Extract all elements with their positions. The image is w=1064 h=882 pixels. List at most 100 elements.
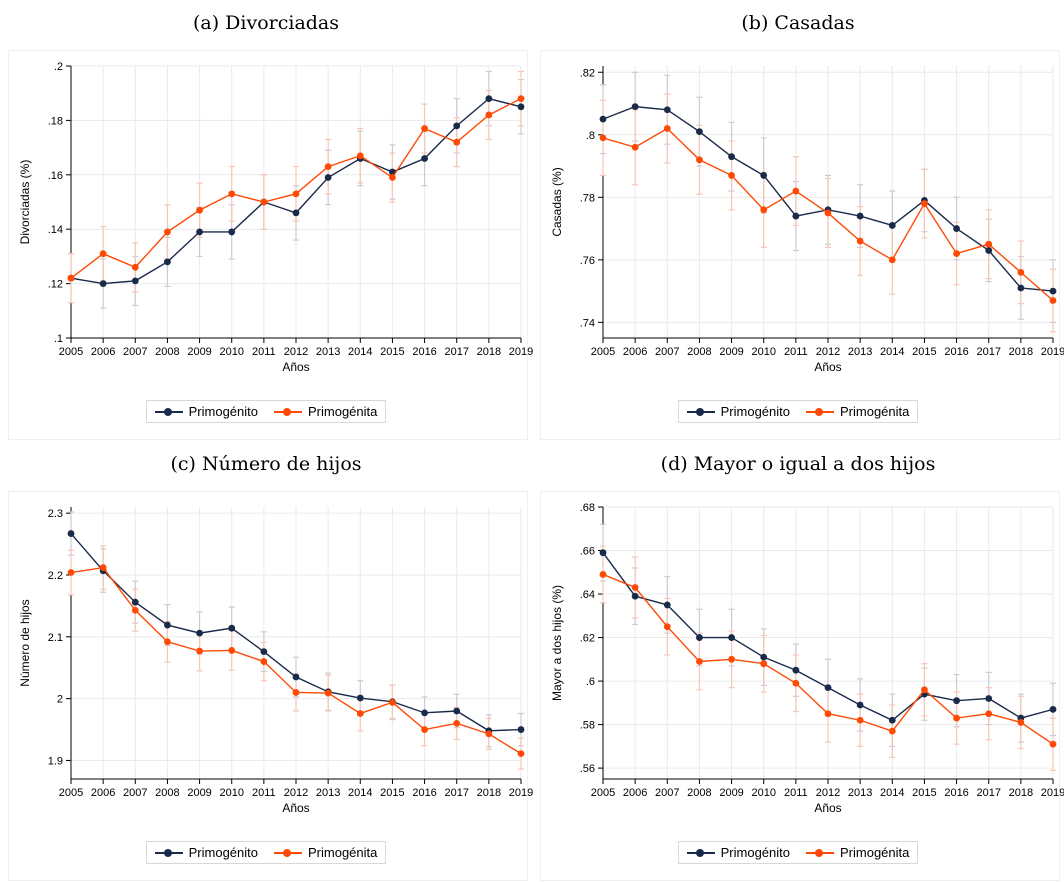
x-tick-label: 2008 (687, 346, 711, 358)
data-point-primogenita (696, 156, 703, 164)
data-point-primogenito (792, 666, 800, 674)
data-point-primogenita (517, 750, 525, 758)
legend-item-primogenita: Primogénita (806, 845, 909, 860)
y-tick-label: 2 (57, 694, 63, 706)
data-point-primogenito (663, 601, 671, 609)
data-point-primogenito (1017, 284, 1025, 292)
panel-title: (a) Divorciadas (192, 12, 340, 34)
y-tick-label: 1.9 (48, 755, 63, 767)
legend-item-primogenito: Primogénito (154, 845, 258, 860)
data-point-primogenito (421, 709, 428, 717)
chart-svg: .74 .76 .78 .8 .82 2005 2006 2007 2008 2009 2010 20… (550, 66, 1064, 374)
data-point-primogenita (824, 209, 832, 217)
data-point-primogenita (356, 152, 364, 160)
x-tick-label: 2018 (1009, 787, 1033, 799)
legend-label: Primogénita (840, 845, 910, 860)
data-point-primogenito (196, 629, 203, 637)
x-tick-label: 2011 (784, 787, 808, 799)
data-point-primogenito (99, 280, 107, 287)
x-tick-label: 2007 (655, 787, 679, 799)
y-tick-label: .74 (580, 317, 595, 329)
data-point-primogenito (663, 106, 671, 114)
x-tick-label: 2012 (284, 787, 308, 799)
data-point-primogenita (389, 174, 396, 181)
data-point-primogenito (228, 624, 236, 632)
y-tick-label: .76 (580, 255, 595, 267)
data-point-primogenita (228, 190, 236, 198)
data-point-primogenita (421, 726, 428, 733)
x-tick-label: 2006 (623, 346, 647, 358)
data-point-primogenita (921, 200, 928, 207)
data-point-primogenito (696, 128, 703, 136)
data-point-primogenita (324, 163, 332, 171)
x-tick-label: 2016 (412, 346, 436, 358)
data-point-primogenita (389, 698, 396, 706)
x-axis-label: Años (282, 801, 309, 815)
chart-divorciadas: .1 .12 .14 .16 .18 .2 2005 2006 2007 2008 2009 2010… (8, 50, 533, 440)
x-tick-label: 2014 (880, 346, 904, 358)
data-point-primogenita (485, 111, 493, 119)
data-point-primogenito (260, 648, 268, 656)
data-point-primogenita (164, 638, 171, 646)
y-axis-label: Número de hijos (18, 599, 32, 686)
y-tick-label: .62 (580, 633, 595, 645)
x-tick-label: 2009 (719, 787, 743, 799)
y-tick-label: .16 (48, 170, 63, 182)
data-point-primogenita (356, 710, 364, 717)
y-tick-label: .64 (580, 589, 595, 601)
data-point-primogenito (196, 228, 203, 236)
data-point-primogenito (164, 258, 171, 266)
data-point-primogenita (985, 240, 993, 248)
legend-item-primogenita: Primogénita (806, 404, 909, 419)
data-point-primogenito (517, 103, 525, 111)
panel-title: (d) Mayor o igual a dos hijos (660, 453, 936, 475)
legend-swatch (154, 407, 183, 416)
chart-svg: 1.9 2 2.1 2.2 2.3 2005 2006 2007 2008 2009 2010 201… (18, 507, 533, 815)
data-point-primogenita (196, 647, 203, 655)
data-point-primogenito (292, 673, 300, 681)
x-tick-label: 2012 (284, 346, 308, 358)
data-point-primogenita (228, 647, 236, 654)
data-point-primogenito (421, 155, 428, 162)
x-tick-label: 2006 (91, 787, 115, 799)
x-tick-label: 2017 (444, 787, 468, 799)
x-axis-label: Años (814, 360, 841, 374)
data-point-primogenita (517, 95, 525, 103)
x-tick-label: 2015 (912, 346, 936, 358)
data-point-primogenito (292, 209, 300, 217)
data-point-primogenito (760, 172, 768, 179)
legend-item-primogenita: Primogénita (274, 845, 377, 860)
data-point-primogenita (792, 187, 800, 195)
data-point-primogenita (792, 679, 800, 687)
data-point-primogenita (760, 660, 768, 668)
data-point-primogenita (760, 206, 768, 214)
x-tick-label: 2008 (155, 787, 179, 799)
data-point-primogenito (228, 228, 236, 236)
chart-dos-hijos: .56 .58 .6 .62 .64 .66 .68 2005 2006 2007 2008 2009… (540, 491, 1064, 881)
x-tick-label: 2010 (219, 346, 243, 358)
data-point-primogenito (985, 247, 993, 254)
y-tick-label: 2.1 (48, 632, 63, 644)
x-tick-label: 2005 (59, 346, 83, 358)
data-point-primogenito (1049, 287, 1057, 295)
data-point-primogenito (164, 621, 171, 629)
y-tick-label: .58 (580, 720, 595, 732)
data-point-primogenito (856, 212, 864, 220)
x-tick-label: 2016 (412, 787, 436, 799)
y-axis-label: Mayor a dos hijos (%) (550, 585, 564, 701)
data-point-primogenita (953, 714, 960, 722)
legend-swatch (274, 848, 302, 857)
x-tick-label: 2012 (816, 787, 840, 799)
y-tick-label: .68 (580, 502, 595, 514)
y-tick-label: .2 (54, 61, 63, 73)
data-point-primogenita (260, 658, 268, 665)
y-tick-label: .12 (48, 279, 63, 291)
x-tick-label: 2013 (316, 346, 340, 358)
legend-label: Primogénita (308, 404, 378, 419)
data-point-primogenita (1049, 740, 1057, 748)
data-point-primogenita (421, 125, 428, 132)
legend-label: Primogénito (720, 845, 790, 860)
data-point-primogenita (67, 274, 75, 282)
data-point-primogenita (856, 716, 864, 724)
legend-item-primogenito: Primogénito (154, 404, 258, 419)
